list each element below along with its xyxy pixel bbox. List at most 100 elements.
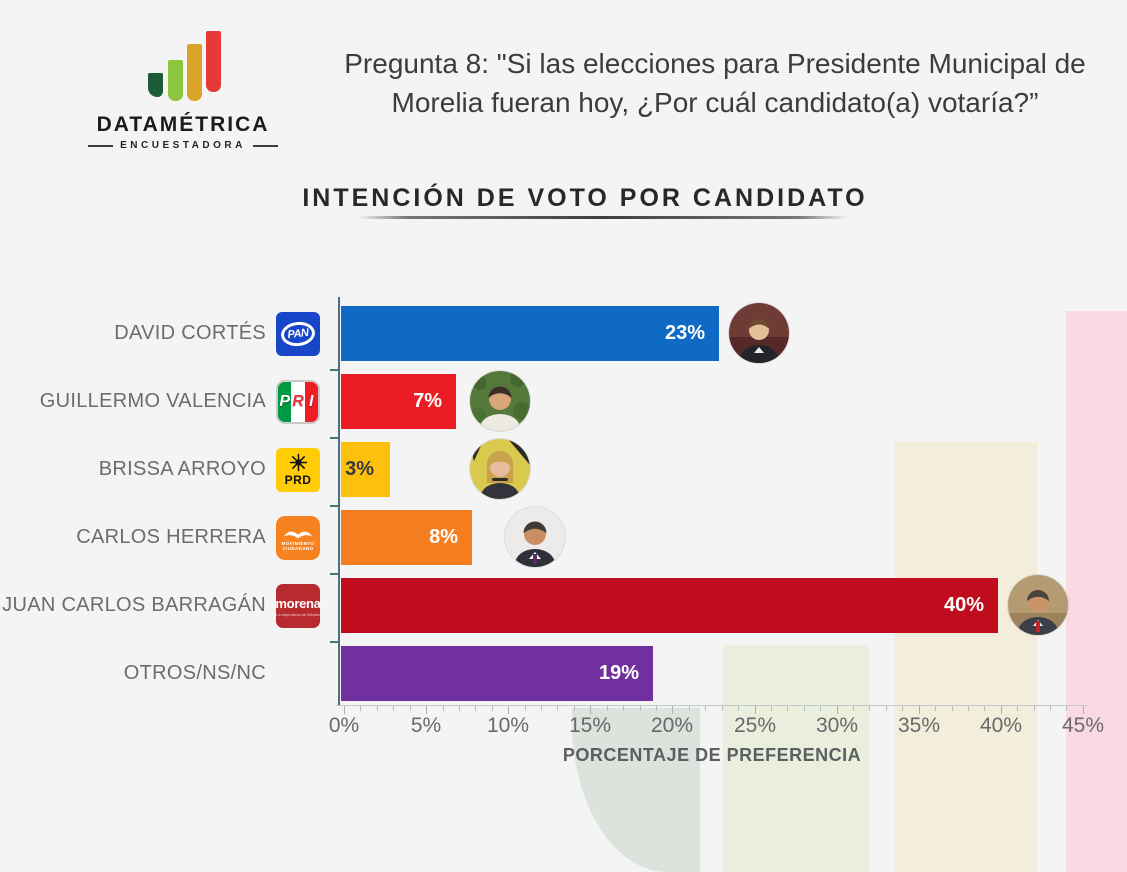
x-axis-tick bbox=[771, 706, 772, 711]
x-axis-line bbox=[336, 705, 1088, 706]
bar-guillermo-valencia: 7% bbox=[341, 374, 456, 429]
x-axis-tick bbox=[820, 706, 821, 711]
bar-value-label: 8% bbox=[429, 526, 458, 548]
chart-title: INTENCIÓN DE VOTO POR CANDIDATO bbox=[302, 184, 868, 212]
bar-value-label: 3% bbox=[345, 458, 374, 480]
y-axis-tick bbox=[330, 641, 339, 643]
chart-title-underline bbox=[358, 216, 848, 219]
x-axis-tick bbox=[426, 706, 427, 714]
x-axis-tick bbox=[804, 706, 805, 711]
x-axis-tick bbox=[656, 706, 657, 711]
bar-brissa-arroyo: 3% bbox=[341, 442, 390, 497]
x-axis-tick bbox=[935, 706, 936, 711]
x-axis-tick bbox=[886, 706, 887, 711]
brand-bars-icon bbox=[88, 24, 278, 104]
x-tick-label: 45% bbox=[1061, 714, 1105, 737]
x-tick-label: 10% bbox=[486, 714, 530, 737]
x-axis-tick bbox=[475, 706, 476, 711]
x-axis-tick bbox=[738, 706, 739, 711]
x-axis-tick bbox=[869, 706, 870, 711]
x-axis-tick bbox=[902, 706, 903, 711]
y-axis-tick bbox=[330, 573, 339, 575]
x-axis-tick bbox=[640, 706, 641, 711]
x-axis-tick bbox=[590, 706, 591, 714]
x-axis-tick bbox=[459, 706, 460, 711]
x-axis-tick bbox=[1001, 706, 1002, 714]
photo-carlos-herrera bbox=[505, 507, 565, 567]
candidate-label: DAVID CORTÉS bbox=[114, 322, 266, 344]
x-axis-tick bbox=[705, 706, 706, 711]
x-axis-tick bbox=[722, 706, 723, 711]
x-axis-tick bbox=[541, 706, 542, 711]
x-tick-label: 25% bbox=[733, 714, 777, 737]
bar-otros-ns-nc: 19% bbox=[341, 646, 653, 701]
prd-logo-icon: PRD bbox=[276, 448, 320, 492]
x-axis-tick bbox=[525, 706, 526, 711]
x-axis-tick bbox=[492, 706, 493, 711]
x-axis-tick bbox=[1066, 706, 1067, 711]
morena-logo-icon: morena La esperanza de México bbox=[275, 584, 321, 628]
bar-value-label: 7% bbox=[413, 390, 442, 412]
background-band-cream bbox=[895, 442, 1037, 872]
brand-tagline: ENCUESTADORA bbox=[88, 140, 278, 151]
x-axis-tick bbox=[508, 706, 509, 714]
candidate-label: CARLOS HERRERA bbox=[76, 526, 266, 548]
x-axis-tick bbox=[1050, 706, 1051, 711]
x-axis-tick bbox=[837, 706, 838, 714]
x-axis-tick bbox=[968, 706, 969, 711]
bar-juan-carlos-barragan: 40% bbox=[341, 578, 998, 633]
bar-value-label: 23% bbox=[664, 322, 705, 344]
x-axis-tick bbox=[787, 706, 788, 711]
candidate-label: BRISSA ARROYO bbox=[98, 458, 266, 480]
x-axis-tick bbox=[393, 706, 394, 711]
movimiento-ciudadano-logo-icon: MOVIMIENTO CIUDADANO bbox=[276, 516, 320, 560]
x-axis-tick bbox=[1083, 706, 1084, 714]
prd-sun-icon bbox=[289, 453, 307, 472]
x-axis-tick bbox=[984, 706, 985, 711]
bar-david-cortes: 23% bbox=[341, 306, 719, 361]
x-axis-tick bbox=[689, 706, 690, 711]
y-axis-tick bbox=[330, 505, 339, 507]
mc-eagle-icon bbox=[283, 531, 313, 538]
y-axis-tick bbox=[330, 369, 339, 371]
photo-juan-carlos-barragan bbox=[1008, 575, 1068, 635]
x-axis-tick bbox=[952, 706, 953, 711]
x-axis-tick bbox=[919, 706, 920, 714]
x-axis-tick bbox=[755, 706, 756, 714]
x-tick-label: 5% bbox=[410, 714, 442, 737]
bar-value-label: 19% bbox=[598, 662, 639, 684]
bar-value-label: 40% bbox=[943, 594, 984, 616]
x-axis-title: PORCENTAJE DE PREFERENCIA bbox=[562, 745, 862, 765]
y-axis-tick bbox=[330, 437, 339, 439]
question-title: Pregunta 8: "Si las elecciones para Pres… bbox=[344, 48, 1086, 118]
x-tick-label: 20% bbox=[650, 714, 694, 737]
x-axis-tick bbox=[1017, 706, 1018, 711]
pan-logo-icon: PAN bbox=[276, 312, 320, 356]
x-tick-label: 15% bbox=[568, 714, 612, 737]
photo-david-cortes bbox=[729, 303, 789, 363]
x-axis-tick bbox=[574, 706, 575, 711]
x-axis-tick bbox=[344, 706, 345, 714]
x-axis-tick bbox=[410, 706, 411, 711]
x-axis-tick bbox=[853, 706, 854, 711]
x-tick-label: 30% bbox=[815, 714, 859, 737]
photo-brissa-arroyo bbox=[470, 439, 530, 499]
x-tick-label: 0% bbox=[328, 714, 360, 737]
x-tick-label: 35% bbox=[897, 714, 941, 737]
candidate-label: JUAN CARLOS BARRAGÁN bbox=[2, 594, 266, 616]
background-band-pink bbox=[1066, 311, 1127, 872]
x-axis-tick bbox=[623, 706, 624, 711]
brand-logo: DATAMÉTRICA ENCUESTADORA bbox=[88, 24, 278, 151]
y-axis-line bbox=[338, 297, 340, 706]
x-tick-label: 40% bbox=[979, 714, 1023, 737]
x-axis-tick bbox=[443, 706, 444, 711]
photo-guillermo-valencia bbox=[470, 371, 530, 431]
x-axis-tick bbox=[1034, 706, 1035, 711]
background-band-green bbox=[723, 645, 869, 872]
brand-name: DATAMÉTRICA bbox=[96, 113, 270, 136]
bar-carlos-herrera: 8% bbox=[341, 510, 472, 565]
candidate-label: OTROS/NS/NC bbox=[123, 662, 266, 684]
x-axis-tick bbox=[360, 706, 361, 711]
x-axis-tick bbox=[672, 706, 673, 714]
